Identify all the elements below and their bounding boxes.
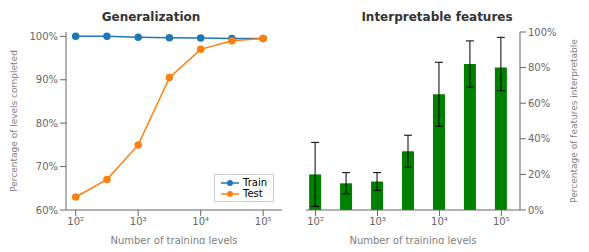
svg-text:10⁴: 10⁴ [192, 216, 209, 227]
html-text:Generalization: Generalization [101, 10, 201, 24]
html-text:Test: Test [243, 188, 263, 199]
svg-text:Number of training levels: Number of training levels [349, 235, 476, 244]
svg-text:40%: 40% [528, 133, 550, 144]
svg-text:Number of training levels: Number of training levels [110, 235, 237, 244]
svg-text:70%: 70% [36, 161, 58, 172]
svg-text:10³: 10³ [130, 216, 147, 227]
svg-text:100%: 100% [29, 31, 58, 42]
svg-text:Percentage of features interpr: Percentage of features interpretable [569, 39, 579, 203]
svg-text:10⁴: 10⁴ [431, 216, 448, 227]
html-text:Interpretable features: Interpretable features [361, 10, 513, 24]
svg-text:20%: 20% [528, 169, 550, 180]
svg-text:80%: 80% [36, 118, 58, 129]
svg-text:10⁵: 10⁵ [493, 216, 510, 227]
svg-text:60%: 60% [36, 205, 58, 216]
svg-text:80%: 80% [528, 62, 550, 73]
svg-text:10²: 10² [67, 216, 84, 227]
svg-text:90%: 90% [36, 74, 58, 85]
svg-text:10⁵: 10⁵ [255, 216, 272, 227]
svg-text:10²: 10² [307, 216, 324, 227]
svg-text:0%: 0% [528, 205, 544, 216]
html-text:Train: Train [243, 177, 267, 188]
svg-text:Percentage of levels completed: Percentage of levels completed [9, 50, 19, 192]
svg-text:10³: 10³ [369, 216, 386, 227]
svg-text:100%: 100% [528, 27, 557, 38]
svg-text:60%: 60% [528, 98, 550, 109]
